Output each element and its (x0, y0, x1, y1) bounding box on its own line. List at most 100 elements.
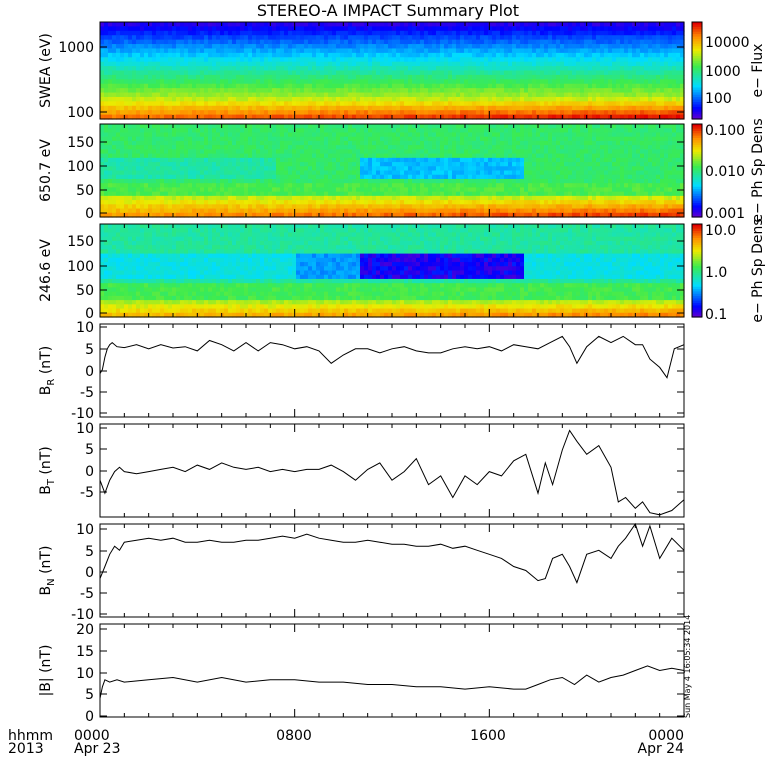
swea-heat-cell (224, 61, 229, 67)
swea-heat-cell (108, 39, 113, 45)
pad650-heat-cell (212, 208, 217, 214)
swea-heat-cell (412, 48, 417, 54)
swea-heat-cell (176, 22, 181, 28)
swea-heat-cell (508, 30, 513, 36)
pad650-heat-cell (404, 136, 409, 142)
swea-heat-cell (544, 88, 549, 94)
swea-heat-cell (408, 92, 413, 98)
pad650-heat-cell (216, 149, 221, 155)
pad650-heat-cell (180, 204, 185, 210)
swea-heat-cell (668, 74, 673, 80)
swea-heat-cell (468, 88, 473, 94)
swea-heat-cell (628, 88, 633, 94)
pad650-heat-cell (316, 136, 321, 142)
pad650-heat-cell (260, 174, 265, 180)
swea-heat-cell (104, 26, 109, 32)
swea-heat-cell (296, 83, 301, 89)
pad650-heat-cell (116, 162, 121, 167)
pad650-heat-cell (312, 128, 317, 134)
swea-heat-cell (124, 48, 129, 54)
pad650-heat-cell (340, 140, 345, 146)
swea-heat-cell (604, 70, 609, 76)
swea-heat-cell (600, 66, 605, 72)
swea-heat-cell (348, 114, 353, 120)
swea-heat-cell (400, 74, 405, 80)
swea-heat-cell (456, 66, 461, 72)
swea-heat-cell (108, 114, 113, 120)
swea-heat-cell (492, 70, 497, 76)
swea-heat-cell (308, 105, 313, 111)
swea-heat-cell (312, 66, 317, 72)
swea-heat-cell (680, 26, 685, 32)
swea-heat-cell (672, 79, 677, 85)
pad650-heat-cell (296, 157, 301, 163)
swea-heat-cell (348, 26, 353, 32)
pad650-heat-cell (368, 183, 373, 189)
pad650-heat-cell (204, 195, 209, 201)
swea-heat-cell (500, 26, 505, 32)
swea-heat-cell (380, 30, 385, 36)
pad650-heat-cell (312, 132, 317, 138)
swea-heat-cell (144, 44, 149, 50)
swea-heat-cell (516, 114, 521, 120)
swea-heat-cell (564, 105, 569, 111)
swea-heat-cell (268, 35, 273, 41)
swea-heat-cell (444, 70, 449, 76)
swea-heat-cell (608, 52, 613, 58)
pad650-heat-cell (140, 162, 145, 167)
swea-heat-cell (628, 101, 633, 107)
swea-heat-cell (252, 110, 257, 116)
swea-heat-cell (456, 57, 461, 63)
pad650-heat-cell (364, 200, 369, 205)
pad650-heat-cell (268, 195, 273, 201)
pad650-heat-cell (348, 174, 353, 180)
swea-heat-cell (368, 88, 373, 94)
swea-heat-cell (108, 52, 113, 58)
pad650-heat-cell (228, 170, 233, 176)
swea-heat-cell (492, 39, 497, 45)
swea-heat-cell (264, 52, 269, 58)
swea-heat-cell (584, 30, 589, 36)
swea-heat-cell (596, 74, 601, 80)
pad650-heat-cell (248, 157, 253, 163)
pad650-heat-cell (180, 153, 185, 159)
swea-heat-cell (184, 83, 189, 89)
swea-heat-cell (176, 79, 181, 85)
swea-heat-cell (268, 79, 273, 85)
pad650-heat-cell (264, 140, 269, 146)
swea-heat-cell (204, 114, 209, 120)
pad650-heat-cell (216, 140, 221, 146)
swea-heat-cell (164, 57, 169, 63)
swea-heat-cell (568, 61, 573, 67)
pad650-heat-cell (248, 128, 253, 134)
swea-heat-cell (132, 74, 137, 80)
swea-heat-cell (440, 30, 445, 36)
pad650-heat-cell (324, 204, 329, 210)
pad650-heat-cell (232, 166, 237, 172)
pad650-heat-cell (240, 204, 245, 210)
swea-heat-cell (384, 48, 389, 54)
swea-heat-cell (260, 26, 265, 32)
pad650-heat-cell (188, 187, 193, 193)
pad650-heat-cell (120, 208, 125, 214)
swea-heat-cell (320, 79, 325, 85)
swea-heat-cell (672, 70, 677, 76)
swea-heat-cell (404, 83, 409, 89)
swea-heat-cell (312, 39, 317, 45)
swea-heat-cell (168, 70, 173, 76)
swea-heat-cell (344, 88, 349, 94)
pad650-heat-cell (236, 183, 241, 189)
swea-heat-cell (656, 61, 661, 67)
swea-heat-cell (244, 88, 249, 94)
pad650-heat-cell (120, 170, 125, 176)
swea-heat-cell (260, 66, 265, 72)
pad650-heat-cell (404, 145, 409, 150)
swea-heat-cell (584, 74, 589, 80)
pad650-heat-cell (272, 136, 277, 142)
pad650-heat-cell (336, 128, 341, 134)
pad650-heat-cell (116, 204, 121, 210)
swea-heat-cell (300, 101, 305, 107)
swea-heat-cell (128, 74, 133, 80)
swea-heat-cell (536, 39, 541, 45)
swea-heat-cell (624, 105, 629, 111)
